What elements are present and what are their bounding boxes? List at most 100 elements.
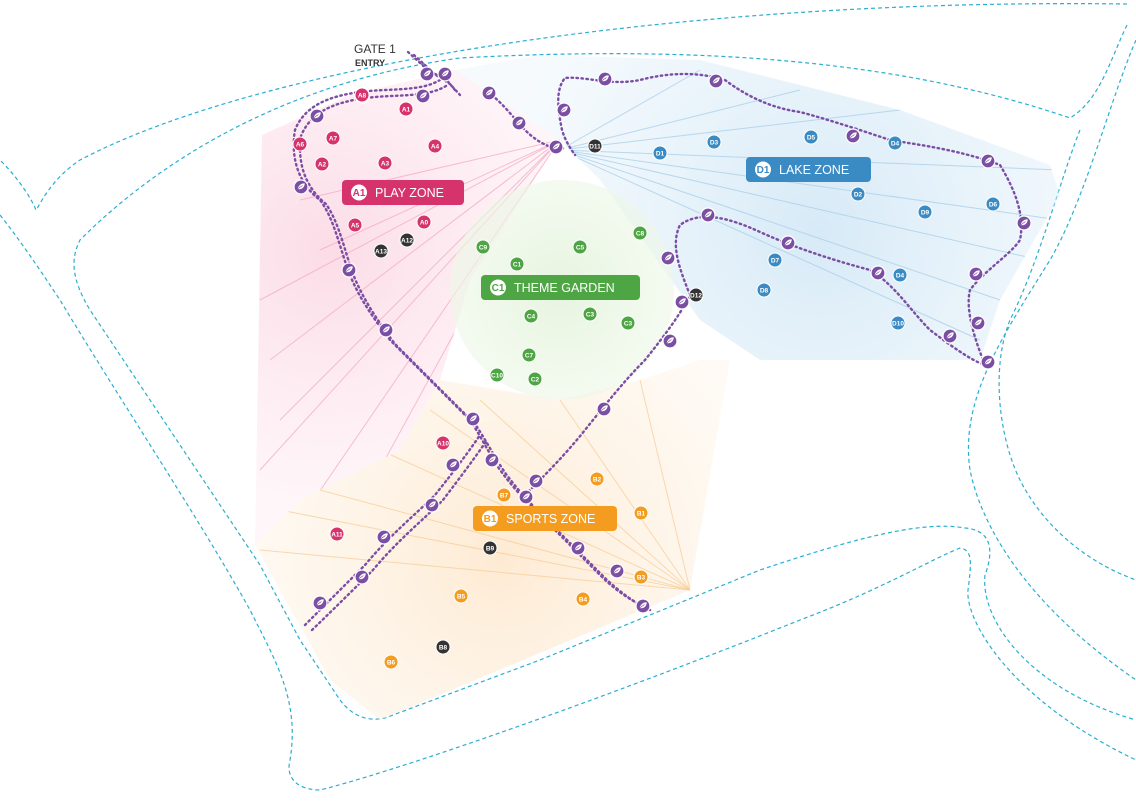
marker-b7[interactable]: B7 xyxy=(496,487,512,503)
marker-a7[interactable]: A7 xyxy=(325,130,341,146)
gate-label: GATE 1 ENTRY xyxy=(354,42,396,68)
trail-leaf-icon xyxy=(312,595,328,611)
marker-a5[interactable]: A5 xyxy=(347,217,363,233)
marker-b5[interactable]: B5 xyxy=(453,588,469,604)
marker-c9[interactable]: C9 xyxy=(475,239,491,255)
trail-leaf-icon xyxy=(465,411,481,427)
trail-leaf-icon xyxy=(556,102,572,118)
marker-d12[interactable]: D12 xyxy=(688,287,704,303)
marker-label: B7 xyxy=(500,492,509,499)
marker-d4[interactable]: D4 xyxy=(887,135,903,151)
trail-leaf-icon xyxy=(968,266,984,282)
marker-d7[interactable]: D7 xyxy=(767,252,783,268)
marker-d2[interactable]: D2 xyxy=(850,186,866,202)
marker-b8[interactable]: B8 xyxy=(435,639,451,655)
marker-c10[interactable]: C10 xyxy=(489,367,505,383)
zone-code: D1 xyxy=(757,165,770,176)
zone-labels: A1 PLAY ZONE B1 SPORTS ZONE C1 THEME GARDEN D1… xyxy=(342,157,871,531)
trail-leaf-icon xyxy=(570,540,586,556)
marker-label: A5 xyxy=(351,222,360,229)
marker-a11[interactable]: A11 xyxy=(329,526,345,542)
marker-d3[interactable]: D3 xyxy=(706,134,722,150)
marker-a3[interactable]: A3 xyxy=(377,155,393,171)
trail-leaf-icon xyxy=(870,265,886,281)
marker-d10[interactable]: D10 xyxy=(890,315,906,331)
marker-b1[interactable]: B1 xyxy=(633,505,649,521)
marker-b3[interactable]: B3 xyxy=(633,569,649,585)
marker-d6[interactable]: D6 xyxy=(985,196,1001,212)
marker-b4[interactable]: B4 xyxy=(575,591,591,607)
marker-label: A7 xyxy=(329,135,338,142)
marker-label: A0 xyxy=(420,219,429,226)
trail-leaf-icon xyxy=(528,473,544,489)
marker-c1[interactable]: C1 xyxy=(509,256,525,272)
park-boundary xyxy=(0,3,1136,791)
marker-b9[interactable]: B9 xyxy=(482,540,498,556)
trail-cross-diagonal xyxy=(303,433,482,627)
trail-leaf-icon xyxy=(424,497,440,513)
marker-d9[interactable]: D9 xyxy=(917,204,933,220)
marker-c8[interactable]: C8 xyxy=(632,225,648,241)
marker-label: D11 xyxy=(589,143,601,150)
zone-code: C1 xyxy=(492,283,505,294)
marker-b6[interactable]: B6 xyxy=(383,654,399,670)
marker-d8[interactable]: D8 xyxy=(756,282,772,298)
trail-leaf-icon xyxy=(309,108,325,124)
marker-a1[interactable]: A1 xyxy=(398,101,414,117)
marker-b2[interactable]: B2 xyxy=(589,471,605,487)
marker-label: C9 xyxy=(479,244,488,251)
marker-c3[interactable]: C3 xyxy=(620,315,636,331)
marker-a13[interactable]: A13 xyxy=(373,243,389,259)
marker-label: D8 xyxy=(760,287,769,294)
markers: A8 A1 A6 A7 A2 A3 A4 A5 A0 A12 A13 A10 A11 C9 C1 C5 C8 C4… xyxy=(292,87,1001,670)
zone-ray xyxy=(559,149,1060,221)
zone-label-play-zone[interactable]: A1 PLAY ZONE xyxy=(342,180,464,205)
zone-label-lake-zone[interactable]: D1 LAKE ZONE xyxy=(746,157,871,182)
marker-a2[interactable]: A2 xyxy=(314,156,330,172)
zone-ray xyxy=(559,69,701,151)
marker-label: D4 xyxy=(896,272,905,279)
marker-c5[interactable]: C5 xyxy=(572,239,588,255)
marker-d1[interactable]: D1 xyxy=(652,145,668,161)
trail-lake-link xyxy=(486,90,567,150)
marker-label: D10 xyxy=(892,320,904,327)
zone-label-sports-zone[interactable]: B1 SPORTS ZONE xyxy=(473,506,617,531)
right-road-edge xyxy=(967,39,1136,681)
marker-a10[interactable]: A10 xyxy=(435,435,451,451)
marker-c3[interactable]: C3 xyxy=(582,306,598,322)
trail-leaf-icon xyxy=(481,85,497,101)
marker-label: C5 xyxy=(576,244,585,251)
marker-a0[interactable]: A0 xyxy=(416,214,432,230)
marker-c7[interactable]: C7 xyxy=(521,347,537,363)
marker-label: D3 xyxy=(710,139,719,146)
marker-a12[interactable]: A12 xyxy=(399,232,415,248)
trail-leaf-icon xyxy=(437,66,453,82)
marker-d11[interactable]: D11 xyxy=(587,138,603,154)
marker-c2[interactable]: C2 xyxy=(527,371,543,387)
marker-a8[interactable]: A8 xyxy=(354,87,370,103)
marker-label: B5 xyxy=(457,593,466,600)
zone-label-theme-garden[interactable]: C1 THEME GARDEN xyxy=(481,275,640,300)
marker-label: B6 xyxy=(387,659,396,666)
trail-leaf-icon xyxy=(980,153,996,169)
marker-label: A2 xyxy=(318,161,327,168)
marker-label: A3 xyxy=(381,160,390,167)
marker-label: A10 xyxy=(437,440,449,447)
zone-ray xyxy=(319,489,691,591)
trail-leaf-icon xyxy=(378,322,394,338)
marker-c4[interactable]: C4 xyxy=(523,308,539,324)
trail-leaf-icon xyxy=(708,73,724,89)
trail-leaf-icon xyxy=(341,262,357,278)
trail-leaf-icon xyxy=(376,529,392,545)
marker-d4[interactable]: D4 xyxy=(892,267,908,283)
gate-subtitle: ENTRY xyxy=(355,58,385,68)
marker-label: C10 xyxy=(491,372,503,379)
trail-leaf-icon xyxy=(980,354,996,370)
zone-ray xyxy=(269,139,560,361)
gate-title: GATE 1 xyxy=(354,42,396,56)
marker-d5[interactable]: D5 xyxy=(803,129,819,145)
marker-a6[interactable]: A6 xyxy=(292,136,308,152)
trail-leaf-icon xyxy=(596,401,612,417)
zone-ray xyxy=(559,149,1041,261)
marker-a4[interactable]: A4 xyxy=(427,138,443,154)
